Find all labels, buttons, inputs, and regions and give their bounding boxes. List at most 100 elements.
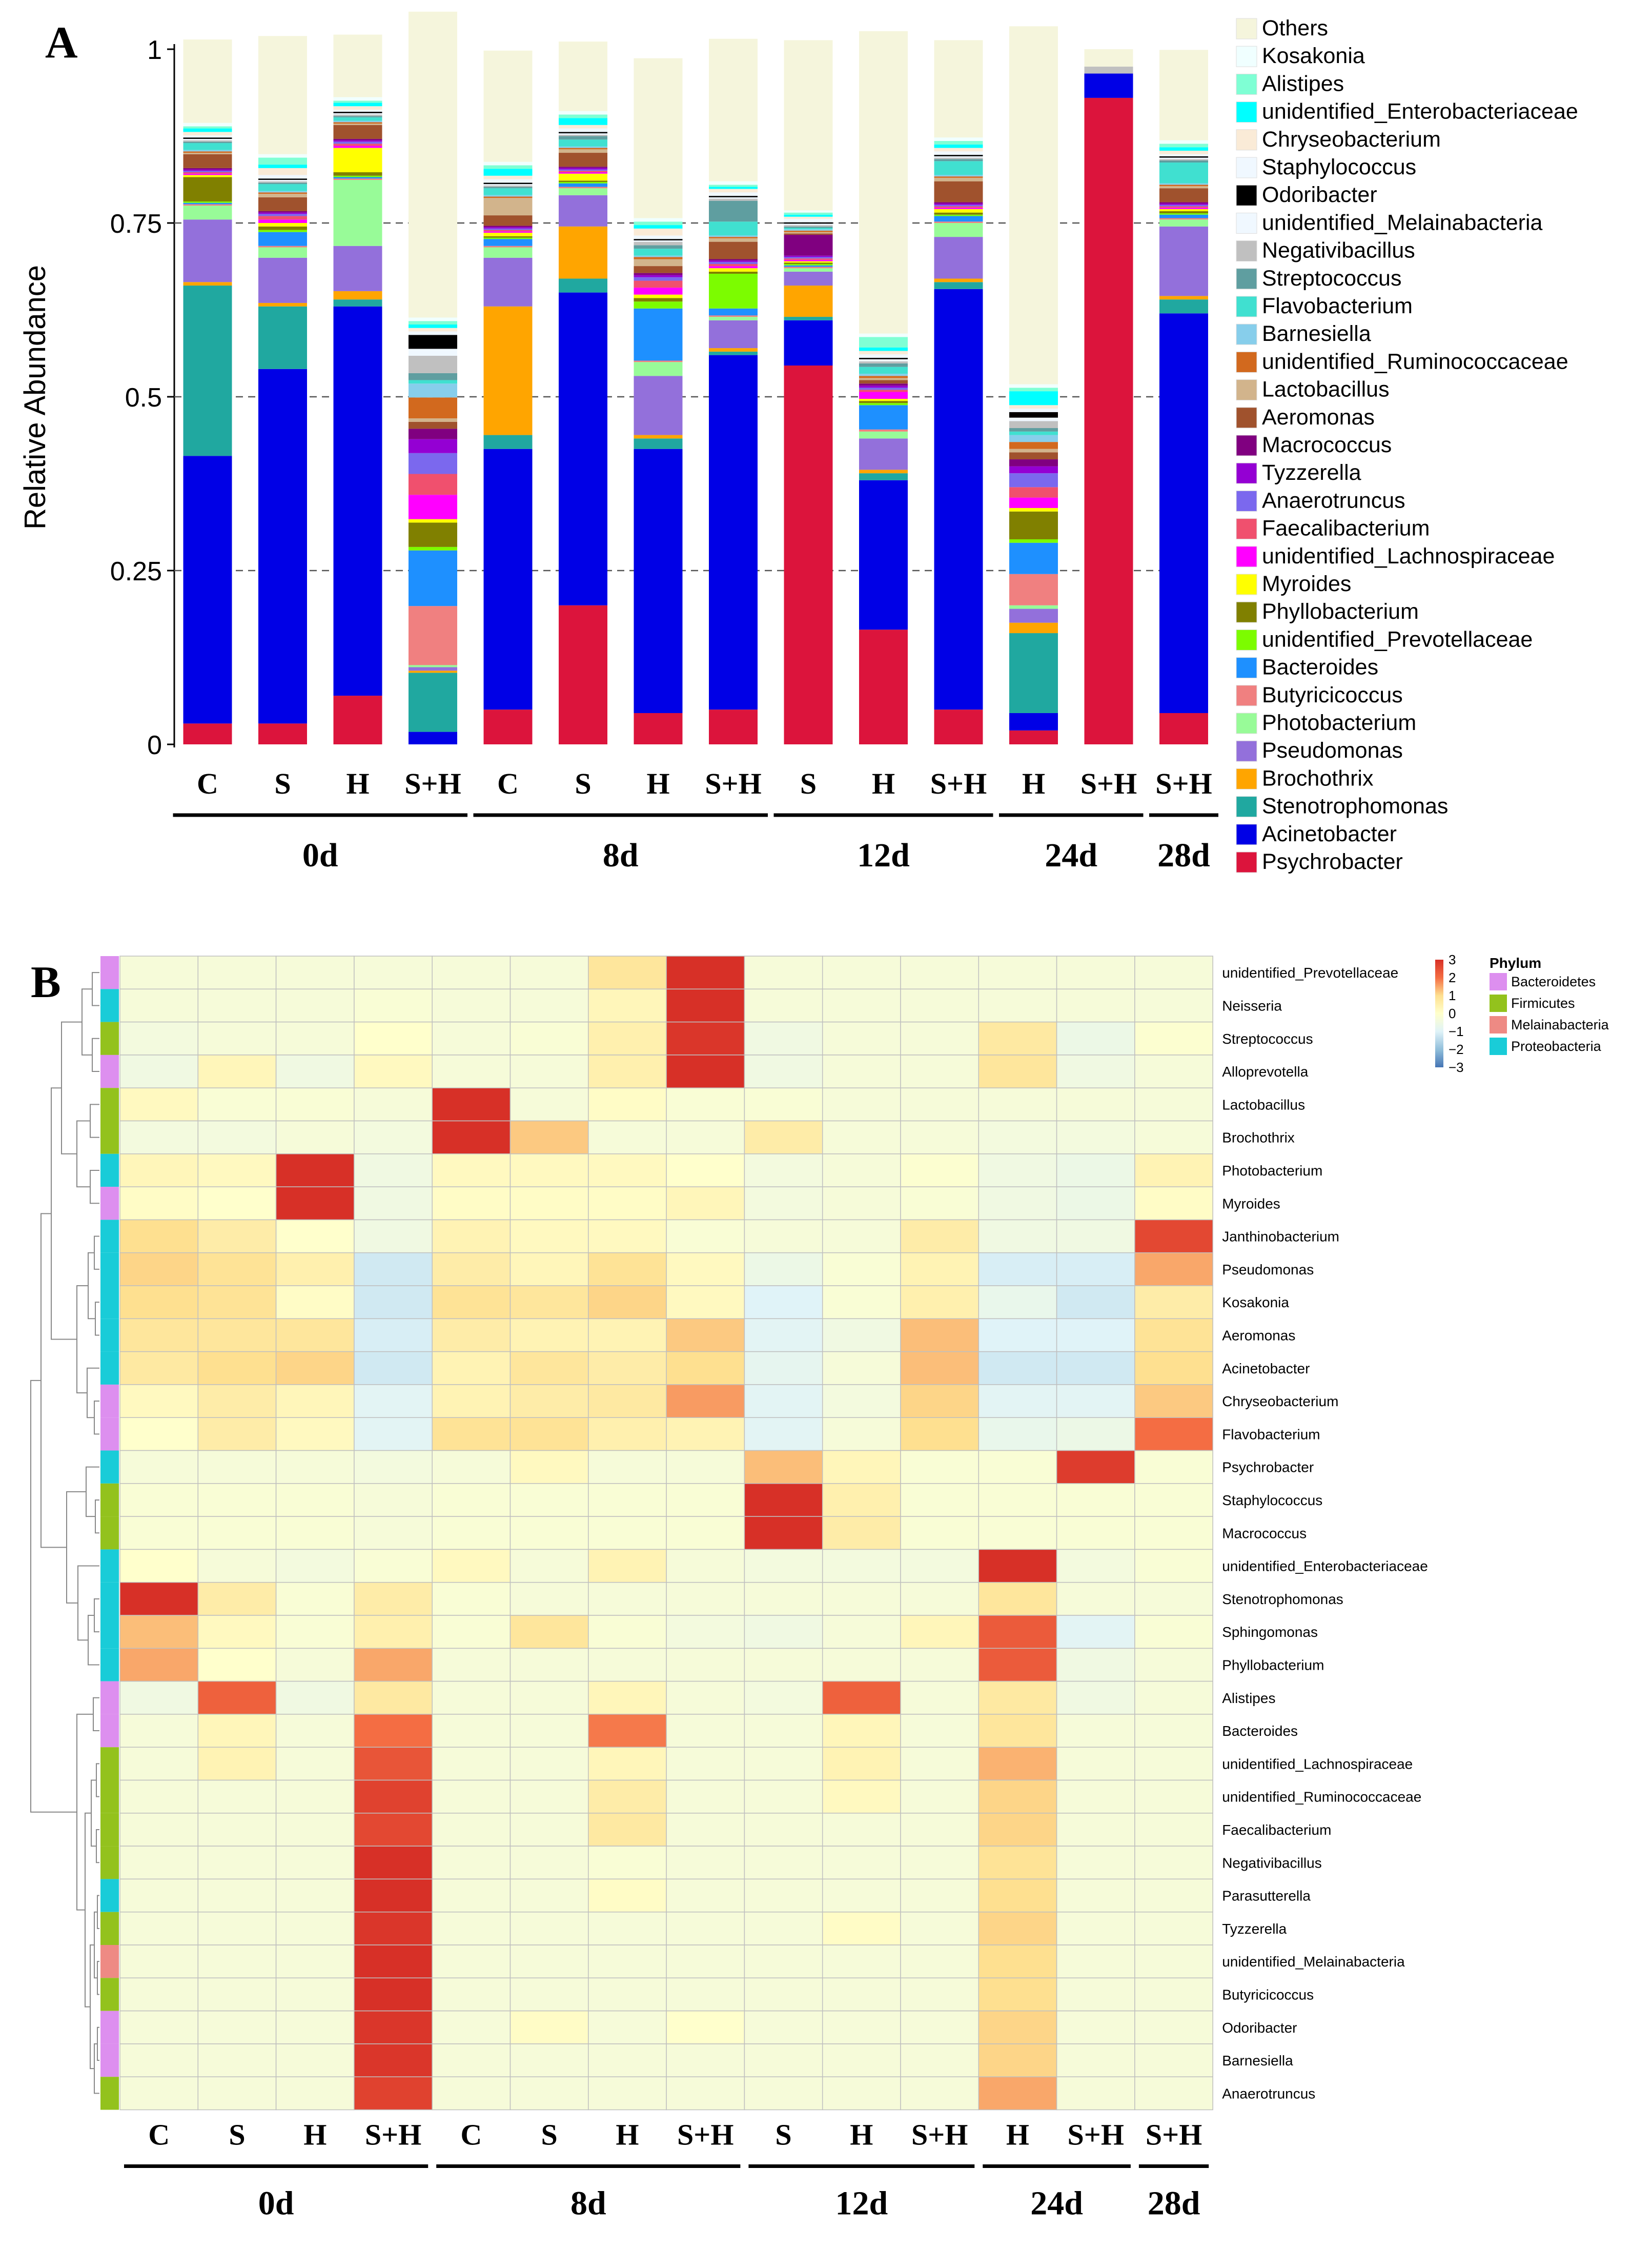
heatmap-cell — [432, 1450, 511, 1484]
heatmap-cell — [1056, 1186, 1135, 1221]
heatmap-cell — [197, 956, 277, 990]
heatmap-cell — [197, 1483, 277, 1517]
heatmap-cell — [509, 1680, 589, 1715]
bar-segment — [859, 390, 908, 392]
bar-segment — [409, 418, 457, 422]
bar-segment — [934, 176, 983, 178]
phylum-annotation — [100, 1252, 119, 1286]
bar-segment — [709, 320, 758, 349]
bar-segment — [559, 187, 607, 189]
legend-entry: Tyzzerella — [1262, 460, 1361, 485]
heatmap-cell — [197, 1944, 277, 1979]
heatmap-cell — [588, 1846, 667, 1880]
bar-segment — [1159, 188, 1208, 202]
heatmap-cell — [432, 2076, 511, 2111]
dendrogram-branch — [30, 1380, 77, 1813]
bar-segment — [1159, 186, 1208, 189]
heatmap-cell — [197, 1252, 277, 1286]
bar-segment — [1009, 605, 1058, 609]
heatmap-cell — [822, 1055, 901, 1088]
bar-segment — [183, 151, 232, 153]
row-label: Parasutterella — [1222, 1888, 1311, 1904]
bar-segment — [409, 429, 457, 439]
heatmap-cell — [119, 1153, 199, 1187]
heatmap-cell — [744, 1285, 823, 1320]
heatmap-cell — [588, 1747, 667, 1781]
heatmap-cell — [822, 1252, 901, 1286]
heatmap-cell — [509, 1087, 589, 1122]
bar-segment — [634, 449, 683, 713]
row-label: unidentified_Ruminococcaceae — [1222, 1789, 1421, 1805]
heatmap-cell — [666, 1878, 745, 1913]
heatmap-cell — [1056, 1285, 1135, 1320]
heatmap-cell — [354, 956, 433, 990]
heatmap-cell — [197, 1977, 277, 2012]
bar-segment — [1009, 405, 1058, 409]
bar-segment — [559, 172, 607, 174]
bar-segment — [183, 143, 232, 150]
y-axis-title: Relative Abundance — [18, 265, 52, 530]
heatmap-cell — [1134, 1153, 1213, 1187]
heatmap-cell — [509, 1944, 589, 1979]
heatmap-cell — [822, 1714, 901, 1748]
heatmap-cell — [588, 1153, 667, 1187]
heatmap-cell — [1134, 1021, 1213, 1056]
heatmap-cell — [588, 1549, 667, 1583]
bar-segment — [258, 246, 307, 248]
bar-segment — [333, 103, 382, 107]
legend-entry: unidentified_Ruminococcaceae — [1262, 349, 1568, 374]
bar-segment — [409, 317, 457, 321]
y-tick-label: 0.75 — [110, 209, 162, 239]
bar-segment — [634, 249, 683, 256]
bar-segment — [634, 255, 683, 257]
legend-entry: Stenotrophomonas — [1262, 794, 1448, 819]
heatmap-cell — [119, 1648, 199, 1682]
heatmap-cell — [1134, 1351, 1213, 1385]
column-label: S — [229, 2118, 245, 2152]
heatmap-cell — [509, 1384, 589, 1418]
color-scale-tick: 2 — [1449, 970, 1456, 985]
bar-segment — [934, 157, 983, 159]
bar-segment — [483, 227, 533, 229]
bar-segment — [483, 196, 533, 198]
bar-segment — [634, 301, 683, 309]
bar-segment — [258, 165, 307, 168]
bar-segment — [859, 359, 908, 361]
x-category-label: H — [872, 767, 895, 800]
heatmap-cell — [509, 1351, 589, 1385]
legend-swatch — [1236, 212, 1257, 234]
heatmap-cell — [900, 1186, 980, 1221]
legend-swatch — [1236, 351, 1257, 373]
bar-segment — [784, 317, 833, 320]
bar-segment — [483, 231, 533, 233]
heatmap-cell — [197, 1615, 277, 1649]
heatmap-cell — [275, 1120, 355, 1154]
legend-swatch — [1236, 518, 1257, 540]
bar-segment — [784, 257, 833, 259]
heatmap-cell — [1134, 1285, 1213, 1320]
heatmap-cell — [119, 1285, 199, 1320]
bar-segment — [1009, 417, 1058, 421]
heatmap-cell — [119, 1384, 199, 1418]
heatmap-cell — [978, 1087, 1057, 1122]
bar-segment — [784, 218, 833, 222]
bar-segment — [559, 605, 607, 744]
bar-segment — [409, 349, 457, 356]
heatmap-cell — [588, 1384, 667, 1418]
bar-segment — [183, 132, 232, 136]
heatmap-cell — [275, 1153, 355, 1187]
heatmap-cell — [1056, 1615, 1135, 1649]
bar-segment — [784, 40, 833, 211]
bar-segment — [634, 221, 683, 226]
heatmap-cell — [978, 1813, 1057, 1847]
heatmap-cell — [432, 1516, 511, 1550]
bar-segment — [709, 181, 758, 185]
group-label: 0d — [302, 837, 338, 874]
heatmap-cell — [822, 2076, 901, 2111]
heatmap-cell — [275, 1911, 355, 1945]
heatmap-cell — [275, 1285, 355, 1320]
phylum-annotation — [100, 1681, 119, 1714]
heatmap-cell — [900, 1055, 980, 1088]
heatmap-cell — [744, 956, 823, 990]
row-label: Alistipes — [1222, 1690, 1275, 1706]
